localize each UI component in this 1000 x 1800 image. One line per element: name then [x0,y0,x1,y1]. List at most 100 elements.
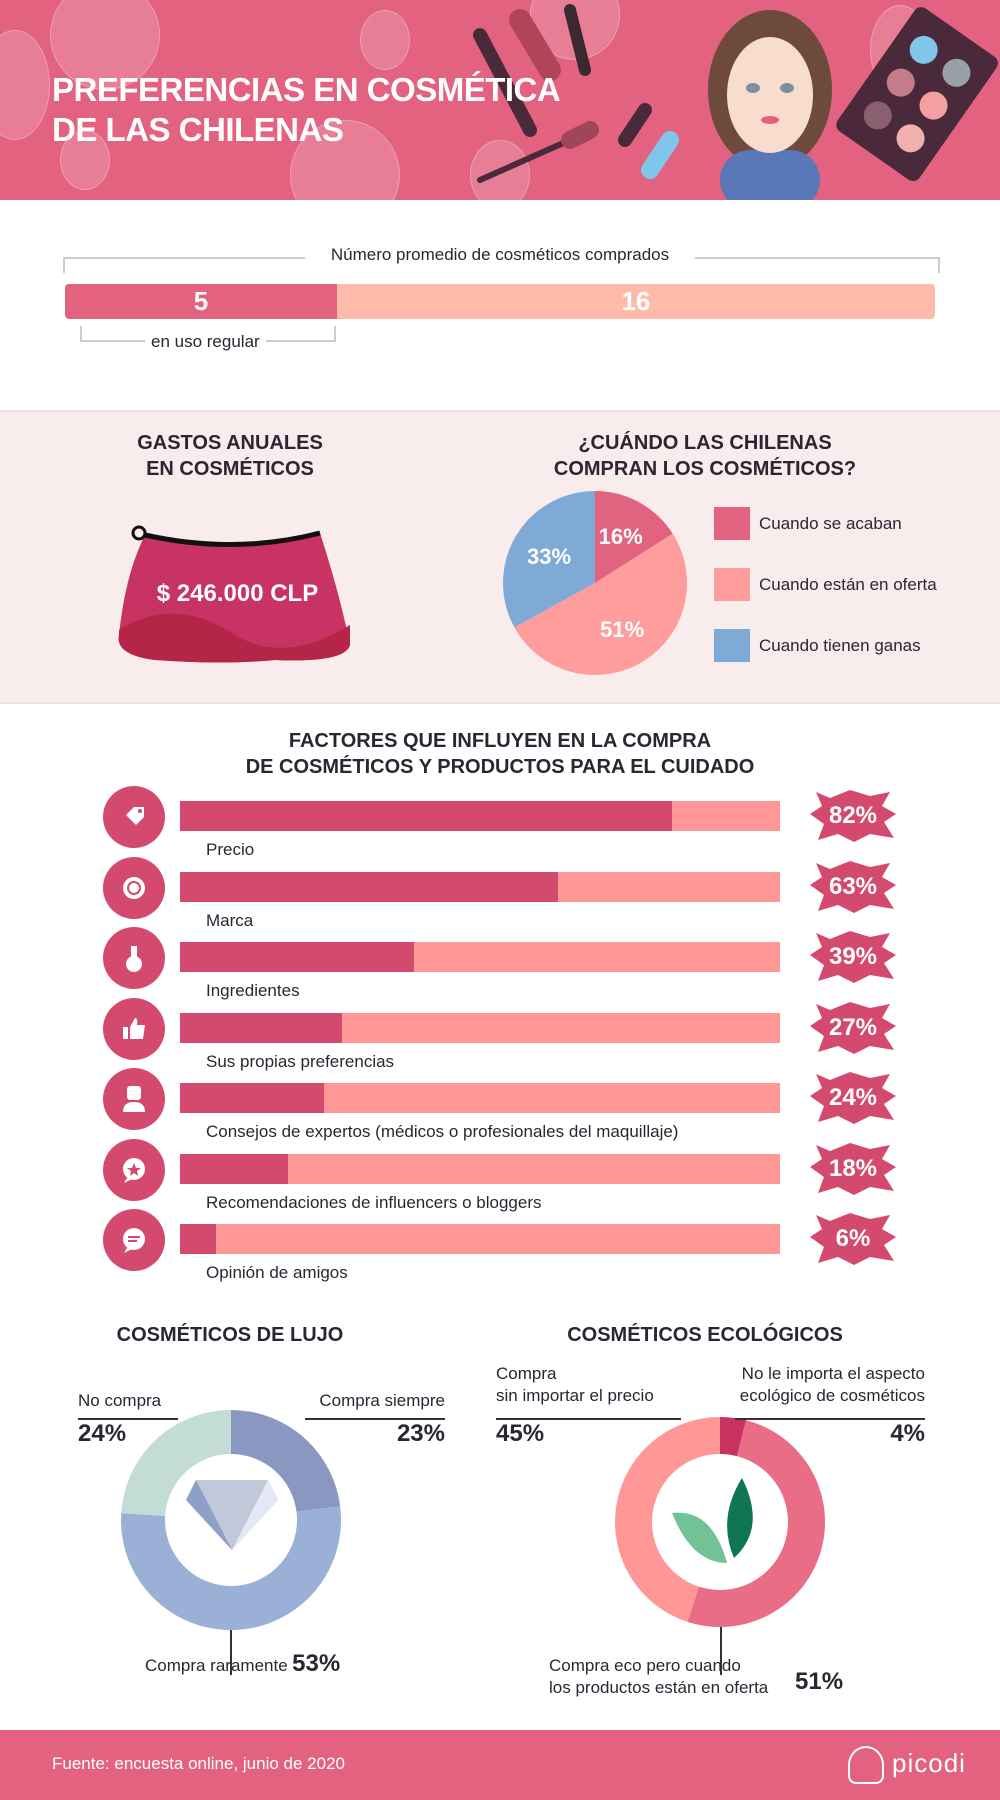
factor-label: Recomendaciones de influencers o blogger… [206,1192,542,1212]
chat-bubble-icon [103,1209,165,1271]
legend-label: Cuando tienen ganas [759,635,921,655]
title-line: PREFERENCIAS EN COSMÉTICA [52,71,561,108]
legend-item: Cuando tienen ganas [714,629,921,662]
footer: Fuente: encuesta online, junio de 2020 p… [0,1730,1000,1800]
luxury-title: COSMÉTICOS DE LUJO [116,1324,344,1346]
picodi-logo-icon [848,1746,884,1784]
eco-price-pct: 45% [496,1420,545,1447]
leader-line [496,1418,681,1420]
pie-slice [231,1410,341,1512]
legend-swatch [714,629,750,662]
factor-label: Sus propias preferencias [206,1051,395,1071]
leader-line [78,1418,178,1420]
leader-line [230,1630,232,1675]
leader-line [735,1418,925,1420]
header-banner: PREFERENCIAS EN COSMÉTICA DE LAS CHILENA… [0,0,1000,200]
factor-percent: 27% [828,1013,878,1041]
factor-bar [180,1224,780,1254]
pie-data-label: 16% [599,524,643,549]
pie-data-label: 51% [600,617,644,642]
leaf-icon [672,1478,762,1573]
percent-badge: 39% [810,929,896,985]
legend-label: Cuando se acaban [759,513,902,533]
factor-percent: 63% [828,872,878,900]
eco-price-label: Compra sin importar el precio [496,1364,654,1405]
factor-label: Ingredientes [206,981,300,1000]
factors-title: FACTORES QUE INFLUYEN EN LA COMPRA DE COS… [245,730,755,778]
eco-title: COSMÉTICOS ECOLÓGICOS [567,1324,843,1346]
factor-label: Opinión de amigos [206,1263,348,1282]
average-bar: 5 16 [65,284,935,319]
factor-percent: 82% [828,802,878,829]
pie-slice [514,533,687,675]
legend-item: Cuando están en oferta [714,568,937,601]
factor-bar-fill [180,871,558,902]
factor-bar-fill [180,942,414,972]
factor-bar-fill [180,1224,216,1254]
diamond-icon [186,1470,278,1555]
factor-bar-fill [180,1153,288,1184]
percent-badge: 18% [810,1141,896,1197]
percent-badge: 27% [810,1000,896,1056]
total-segment: 16 [336,284,935,319]
factor-label: Marca [206,910,254,930]
regular-segment: 5 [65,284,337,319]
percent-badge: 6% [810,1211,896,1267]
factor-percent: 39% [828,943,878,970]
eco-indifferent-label: No le importa el aspecto ecológico de cos… [739,1364,925,1405]
regular-value: 5 [193,286,209,316]
compra-raramente: Compra raramente 53% [145,1650,341,1677]
title-line: DE LAS CHILENAS [52,111,344,148]
pie-slice [121,1506,341,1630]
eco-offer-pct: 51% [795,1668,844,1695]
thumbs-up-icon [103,997,165,1060]
spending-title: GASTOS ANUALES EN COSMÉTICOS [137,432,323,480]
page-title: PREFERENCIAS EN COSMÉTICA DE LAS CHILENA… [52,70,561,150]
source-text: Fuente: encuesta online, junio de 2020 [52,1754,346,1773]
cosmetic-bag-icon [115,515,360,665]
factor-bar-fill [180,1012,342,1043]
leader-line [720,1627,722,1675]
when-title: ¿CUÁNDO LAS CHILENAS COMPRAN LOS COSMÉTIC… [553,432,857,480]
no-compra-pct: 24% [78,1420,127,1447]
leader-line [305,1418,445,1420]
total-value: 16 [621,286,651,316]
factor-bar-fill [180,1083,324,1113]
pie-slice [687,1420,825,1627]
factor-bar-fill [180,801,672,831]
factor-bar [180,801,780,831]
spending-amount: $ 246.000 CLP [156,580,319,607]
legend-label: Cuando están en oferta [759,574,937,594]
percent-badge: 63% [810,859,896,915]
factor-bar [180,942,780,972]
pie-slice [595,491,673,583]
percent-badge: 82% [810,788,896,844]
factor-percent: 18% [828,1154,878,1182]
brand-logo[interactable]: picodi [892,1748,966,1778]
pie-slice [503,491,595,628]
legend-swatch [714,507,750,540]
legend-swatch [714,568,750,601]
factor-bar [180,1083,780,1113]
pie-slice [615,1417,720,1622]
compra-siempre-pct: 23% [396,1420,445,1447]
regular-label: en uso regular [145,332,266,352]
no-compra-label: No compra [78,1391,162,1410]
factor-label: Precio [206,840,255,859]
doctor-icon [103,1068,165,1130]
factor-bar [180,1012,780,1043]
pie-slice [720,1417,747,1457]
legend-item: Cuando se acaban [714,507,902,540]
luxury-donut-chart [121,1410,341,1630]
average-title: Número promedio de cosméticos comprados [305,245,695,265]
brand-badge-icon [103,856,165,919]
makeup-illustration [420,0,1000,200]
factor-percent: 6% [835,1225,871,1252]
factor-bar [180,1153,780,1184]
factor-bar [180,871,780,902]
eco-donut-chart [615,1417,825,1627]
pie-slice [121,1410,231,1516]
percent-badge: 24% [810,1070,896,1126]
flask-icon [103,927,165,989]
eco-offer-label: Compra eco pero cuando los productos está… [549,1656,769,1697]
